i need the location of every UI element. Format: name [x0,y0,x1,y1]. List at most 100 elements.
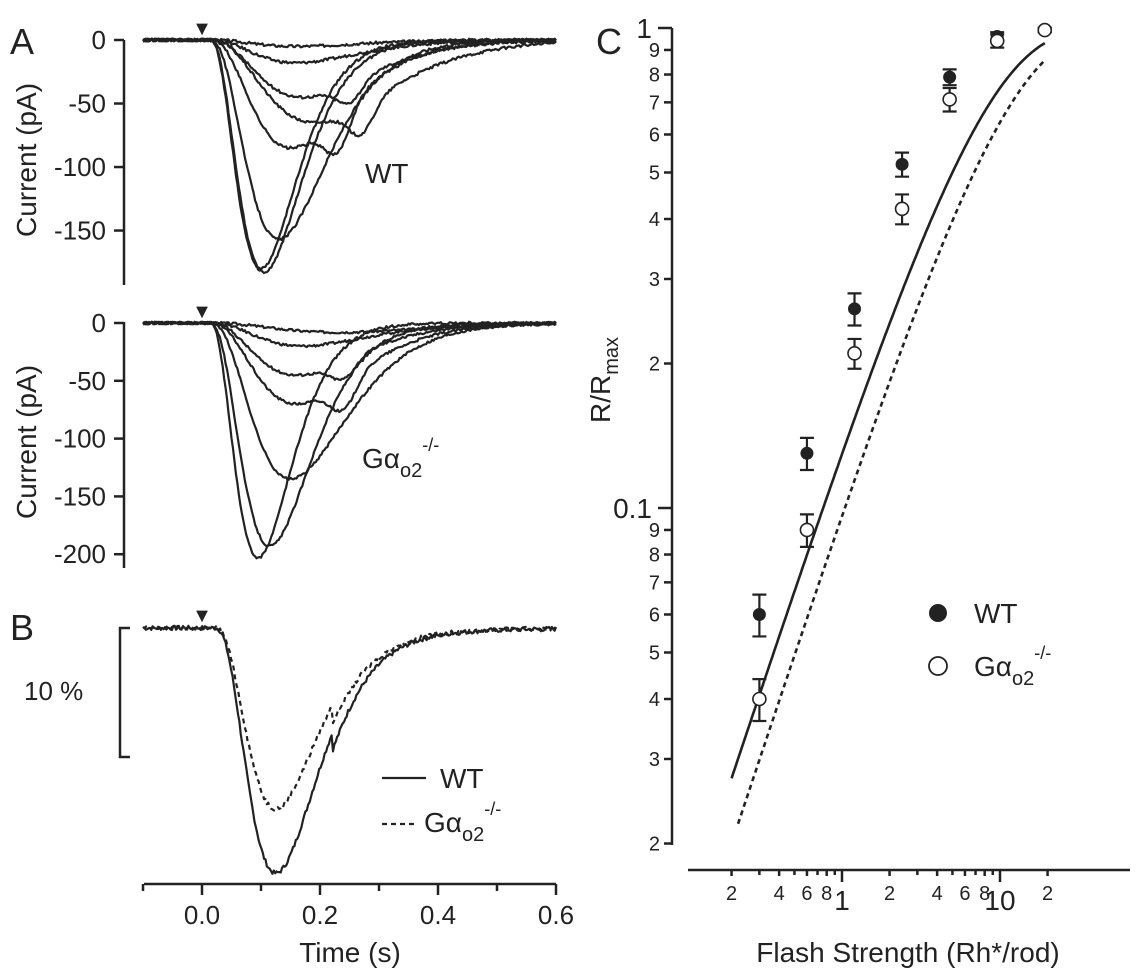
x-tick-label: 2 [1042,883,1053,905]
a-wt-y-ticks: 0 -50 -100 -150 [54,25,124,246]
y-tick-label: 5 [649,162,660,184]
y-tick-label: 6 [649,604,660,626]
wt-average-trace [142,624,558,875]
a-ko-label-sup: -/- [422,435,439,455]
y-tick-label: 7 [649,92,660,114]
a-ko-y-ticks: 0 -50 -100 -150 -200 [54,308,124,569]
b-x-axis-label: Time (s) [299,937,401,968]
current-trace [142,37,557,275]
ko-data-point [1037,22,1053,38]
c-x-axis-label: Flash Strength (Rh*/rod) [756,937,1059,968]
panel-label-a: A [10,21,34,62]
b-legend-ko-label: Gαo2-/- [424,799,501,846]
y-tick-label: -150 [54,216,106,246]
b-flash-marker: ▼ [192,605,212,627]
ko-data-point [989,33,1005,49]
y-tick-label: 8 [649,65,660,87]
x-tick-label: 2 [884,883,895,905]
y-tick-label: 4 [649,209,660,231]
x-tick-label: 10 [984,885,1015,916]
b-scale-bar [118,626,130,759]
wt-data-point [800,446,814,460]
panel-label-b: B [10,607,34,648]
x-tick-label: 0.0 [184,900,220,930]
x-tick-label: 1 [834,885,850,916]
c-legend-ko-marker [928,656,948,676]
y-tick-label: 8 [649,545,660,567]
c-legend-ko-sup: -/- [1034,643,1051,663]
c-legend-ko-label: Gαo2-/- [974,643,1051,690]
y-tick-label: 6 [649,124,660,146]
y-tick-label: 3 [649,749,660,771]
y-tick-label: 2 [649,354,660,376]
x-tick-label: 4 [932,883,943,905]
b-legend-ko-sup: -/- [484,799,501,819]
y-tick-label: -50 [68,89,106,119]
y-tick-label: 7 [649,572,660,594]
wt-data-point [895,157,909,171]
a-ko-label-main: Gα [362,443,400,474]
x-tick-label: 0.4 [420,900,456,930]
b-traces [142,624,558,875]
b-x-ticks: 0.0 0.2 0.4 0.6 [141,884,574,930]
x-tick-label: 6 [801,883,812,905]
a-ko-label-sub: o2 [400,460,422,482]
a-wt-traces [142,37,557,275]
current-trace [142,37,557,272]
c-points [752,22,1053,723]
y-tick-label: 2 [649,834,660,856]
x-tick-label: 8 [979,883,990,905]
y-tick-label: 9 [649,40,660,62]
y-tick-label: 3 [649,269,660,291]
c-fits [730,41,1046,825]
wt-data-point [848,302,862,316]
y-tick-label: -200 [54,539,106,569]
current-trace [142,37,557,242]
y-tick-label: 5 [649,642,660,664]
current-trace [142,37,557,105]
current-trace [142,320,557,548]
a-wt-trace-label: WT [365,158,409,189]
a-ko-flash-marker: ▼ [192,301,212,323]
b-legend-wt-label: WT [440,763,484,794]
y-tick-label: -50 [68,366,106,396]
y-tick-label: 0 [92,25,106,55]
x-tick-label: 8 [821,883,832,905]
b-legend-ko-main: Gα [424,807,462,838]
x-tick-label: 2 [726,883,737,905]
panel-b: ▼ 10 % 0.0 0.2 0.4 0.6 Time (s) WT Gαo2-/- [24,605,574,968]
x-tick-label: 0.2 [302,900,338,930]
panel-a-wt: 0 -50 -100 -150 ▼ Current (pA) WT [11,18,557,285]
y-tick-label: 4 [649,689,660,711]
ko-data-point [799,522,815,538]
current-trace [142,320,557,414]
y-tick-label: -100 [54,424,106,454]
c-legend-wt-marker [929,604,947,622]
y-tick-label: 9 [649,520,660,542]
b-scale-bar-label: 10 % [24,676,83,706]
wt-data-point [943,70,957,84]
current-trace [142,320,557,560]
current-trace [142,37,557,138]
ko-data-point [942,92,957,107]
y-tick-label: -150 [54,481,106,511]
panel-label-c: C [596,21,622,62]
c-x-ticks: 2 4 6 8 1 2 4 6 810 2 [726,870,1053,916]
ko-data-point [847,346,862,361]
y-tick-label: 0.1 [613,493,652,524]
ko-data-point [894,201,910,217]
c-y-label-sub: max [601,337,623,375]
c-legend-ko-sub: o2 [1012,668,1034,690]
wt-data-point [752,607,766,621]
current-trace [142,320,557,382]
x-tick-label: 6 [959,883,970,905]
wt-fit-curve [730,41,1046,779]
b-legend-ko-sub: o2 [462,824,484,846]
y-tick-label: 1 [636,13,652,44]
ko-fit-curve [736,59,1046,825]
y-tick-label: 0 [92,308,106,338]
a-ko-y-axis-label: Current (pA) [11,365,42,519]
a-wt-y-axis-label: Current (pA) [11,83,42,237]
c-legend-wt-label: WT [974,598,1018,629]
